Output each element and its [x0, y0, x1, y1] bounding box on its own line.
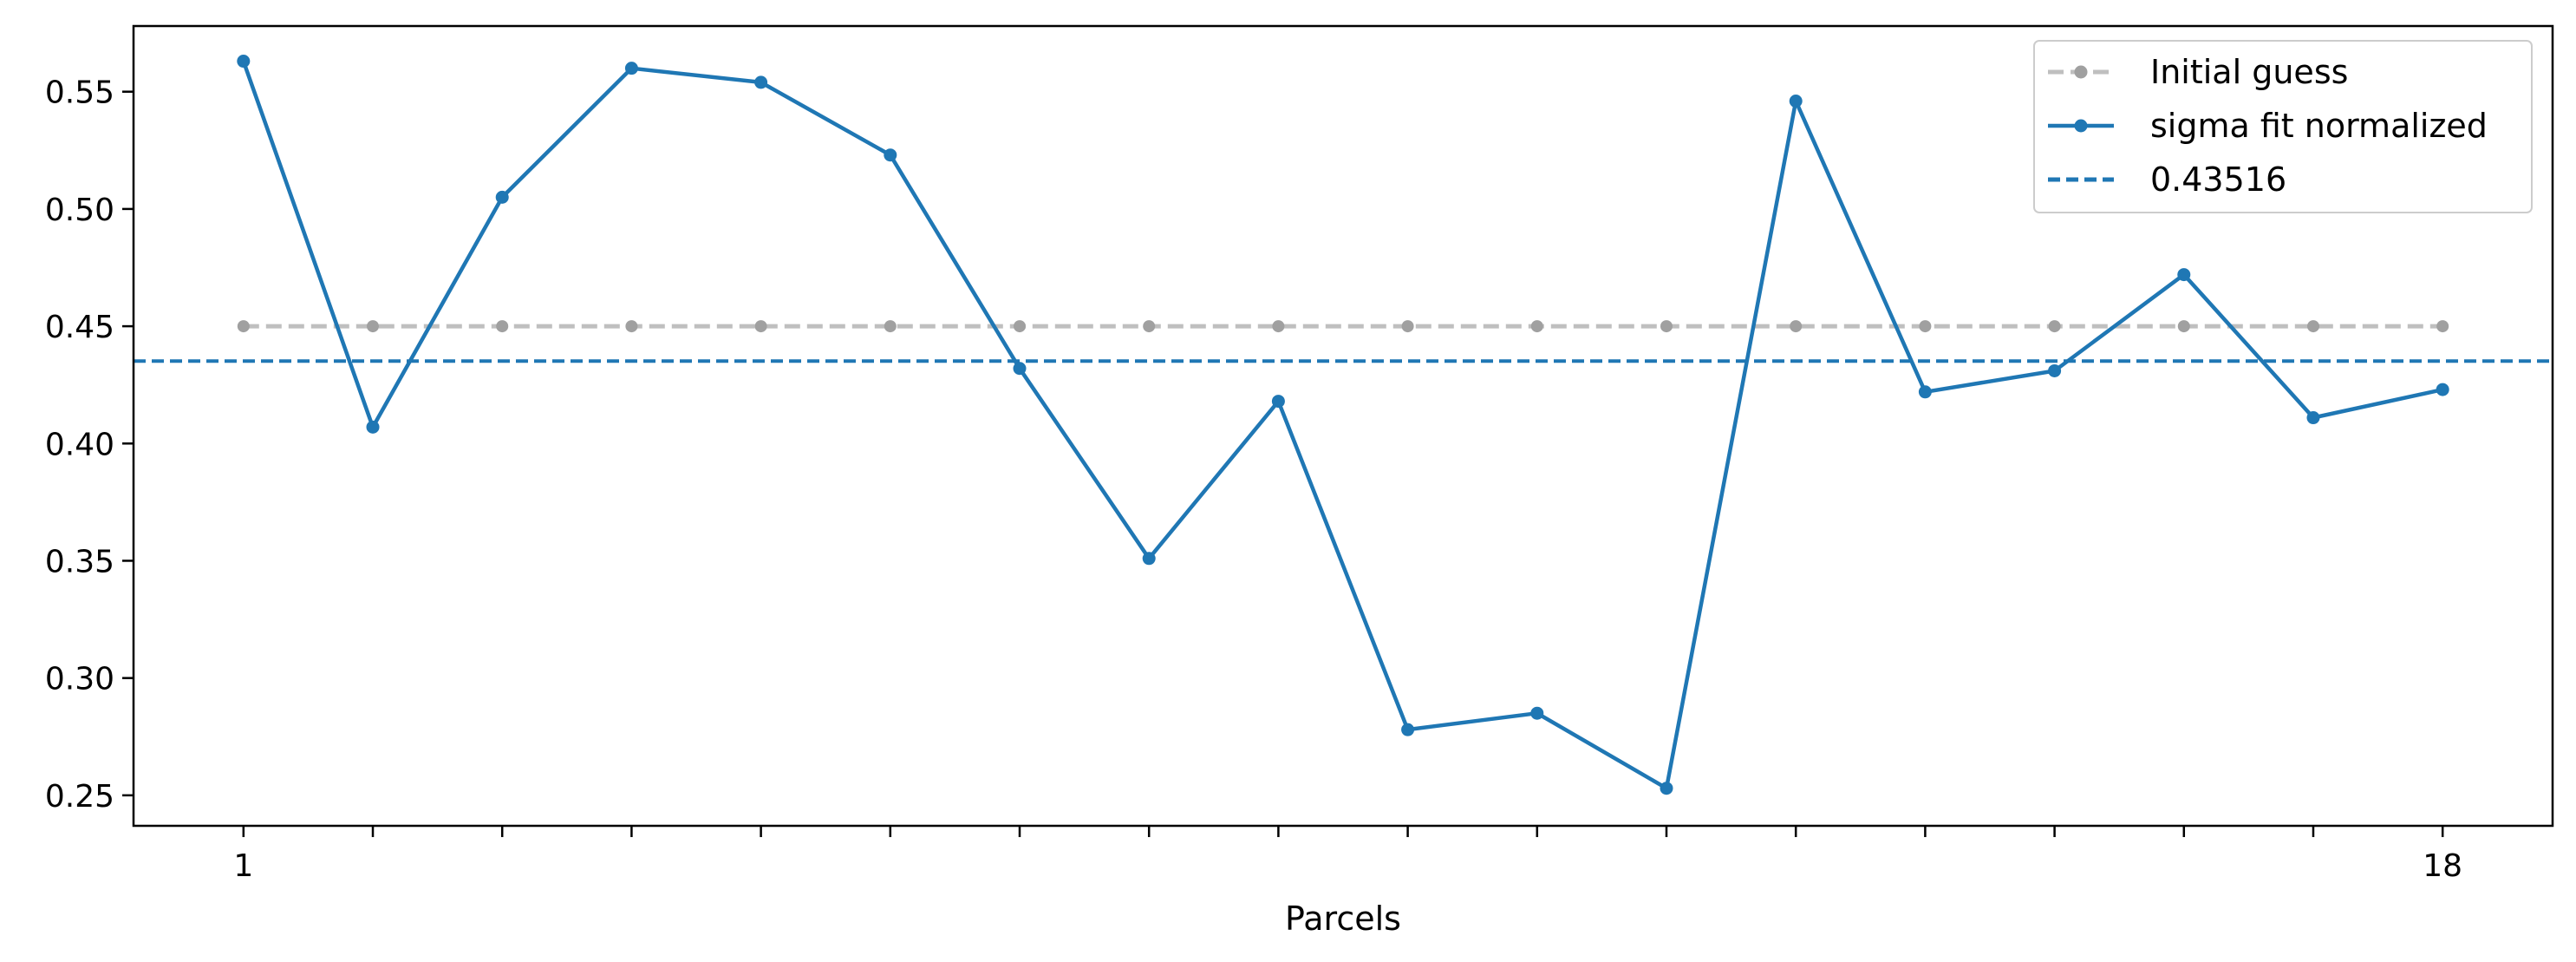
data-point-series-1: [754, 320, 767, 333]
data-point-series-1: [884, 320, 897, 333]
data-point-series-1: [1919, 320, 1932, 333]
legend-box: [2033, 40, 2533, 213]
data-point-series-1: [496, 320, 509, 333]
data-point-series-1: [367, 320, 380, 333]
data-point-series-2: [1789, 95, 1803, 108]
legend-label-1: Initial guess: [2150, 53, 2348, 91]
data-point-series-2: [2177, 268, 2191, 282]
data-point-series-1: [1401, 320, 1414, 333]
data-point-series-1: [1014, 320, 1027, 333]
data-point-series-1: [1790, 320, 1803, 333]
data-point-series-2: [1142, 552, 1156, 566]
legend: Initial guess sigma fit normalized 0.43516: [2033, 40, 2533, 213]
legend-marker-2: [2074, 119, 2088, 133]
data-point-series-2: [495, 190, 509, 204]
data-point-series-2: [237, 55, 251, 69]
data-point-series-1: [2177, 320, 2190, 333]
x-tick-label: 1: [233, 848, 253, 884]
data-point-series-2: [2306, 411, 2320, 425]
data-point-series-2: [366, 420, 380, 434]
x-axis-label: Parcels: [1285, 900, 1401, 938]
y-tick-label: 0.55: [45, 75, 114, 111]
y-tick-label: 0.30: [45, 662, 114, 697]
y-tick-label: 0.50: [45, 193, 114, 228]
data-point-series-1: [2048, 320, 2061, 333]
series-line-2: [241, 60, 2443, 790]
data-point-series-2: [1271, 395, 1285, 409]
plot-frame: [132, 24, 2554, 828]
axes: 0.25 0.30 0.35 0.40 0.45 0.50 0.55 1 18: [45, 24, 2554, 884]
data-point-series-2: [754, 75, 768, 89]
data-point-series-2: [1530, 706, 1544, 720]
data-point-series-1: [625, 320, 638, 333]
x-tick-label: 18: [2423, 848, 2462, 884]
data-point-series-2: [2048, 363, 2062, 377]
y-tick-label: 0.45: [45, 310, 114, 345]
data-point-series-2: [1401, 723, 1415, 736]
data-point-series-1: [2306, 320, 2319, 333]
data-point-series-1: [1660, 320, 1673, 333]
plot-marks: [134, 55, 2553, 795]
data-point-series-2: [1918, 385, 1932, 399]
y-tick-label: 0.40: [45, 427, 114, 462]
data-point-series-2: [1660, 782, 1673, 795]
data-point-series-2: [2436, 383, 2449, 396]
data-point-series-1: [1272, 320, 1285, 333]
legend-label-2: sigma fit normalized: [2150, 107, 2488, 145]
data-point-series-1: [2436, 320, 2449, 333]
y-tick-label: 0.25: [45, 779, 114, 815]
data-point-series-2: [884, 148, 897, 162]
legend-label-3: 0.43516: [2150, 160, 2286, 199]
data-point-series-1: [237, 320, 250, 333]
data-point-series-1: [1143, 320, 1156, 333]
data-point-series-1: [1530, 320, 1543, 333]
legend-marker-1: [2074, 65, 2088, 79]
data-point-series-2: [624, 62, 638, 75]
data-point-series-2: [1013, 362, 1027, 376]
y-tick-label: 0.35: [45, 544, 114, 579]
